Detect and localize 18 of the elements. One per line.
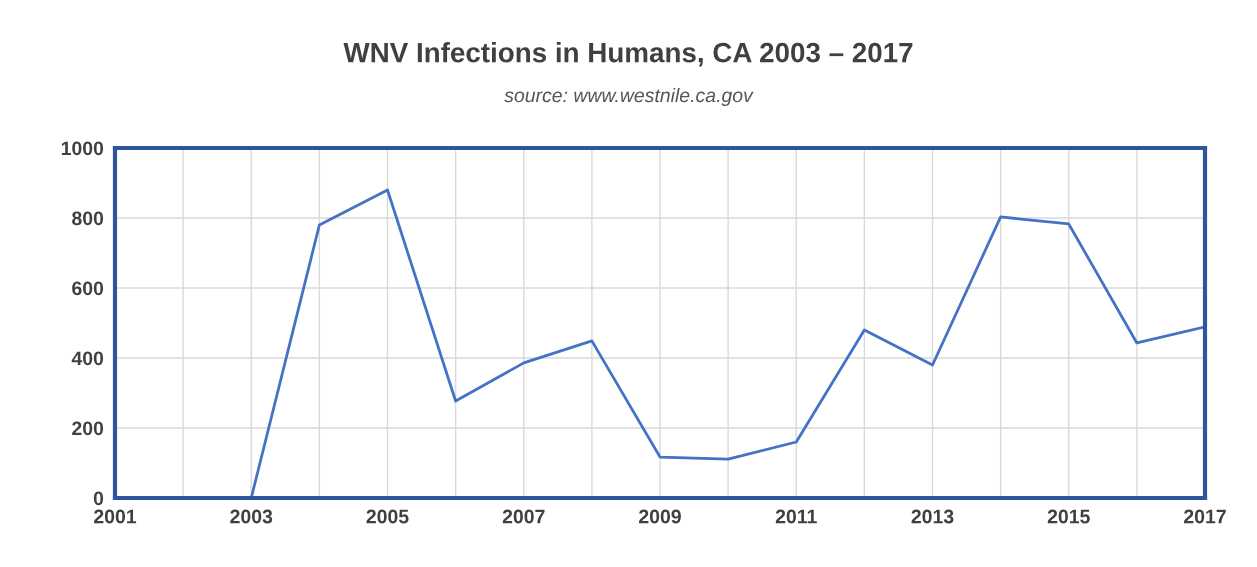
x-tick-label: 2003 xyxy=(230,509,273,524)
x-tick-label: 2009 xyxy=(639,509,681,524)
chart-title: WNV Infections in Humans, CA 2003 – 2017 xyxy=(343,42,913,67)
x-tick-label: 2015 xyxy=(1047,509,1090,524)
x-tick-label: 2017 xyxy=(1184,509,1226,524)
y-tick-label: 1000 xyxy=(61,141,104,156)
source-note: source: www.westnile.ca.gov xyxy=(504,87,754,107)
x-tick-label: 2007 xyxy=(502,509,545,524)
y-tick-label: 200 xyxy=(72,421,104,436)
y-tick-label: 0 xyxy=(93,491,104,506)
y-tick-label: 400 xyxy=(71,351,104,366)
x-tick-label: 2011 xyxy=(775,509,817,524)
line-series xyxy=(249,188,1205,498)
x-tick-label: 2005 xyxy=(366,509,409,524)
x-tick-label: 2001 xyxy=(94,509,137,524)
y-tick-label: 800 xyxy=(72,211,104,226)
x-tick-label: 2013 xyxy=(911,509,954,524)
y-tick-label: 600 xyxy=(72,281,104,296)
